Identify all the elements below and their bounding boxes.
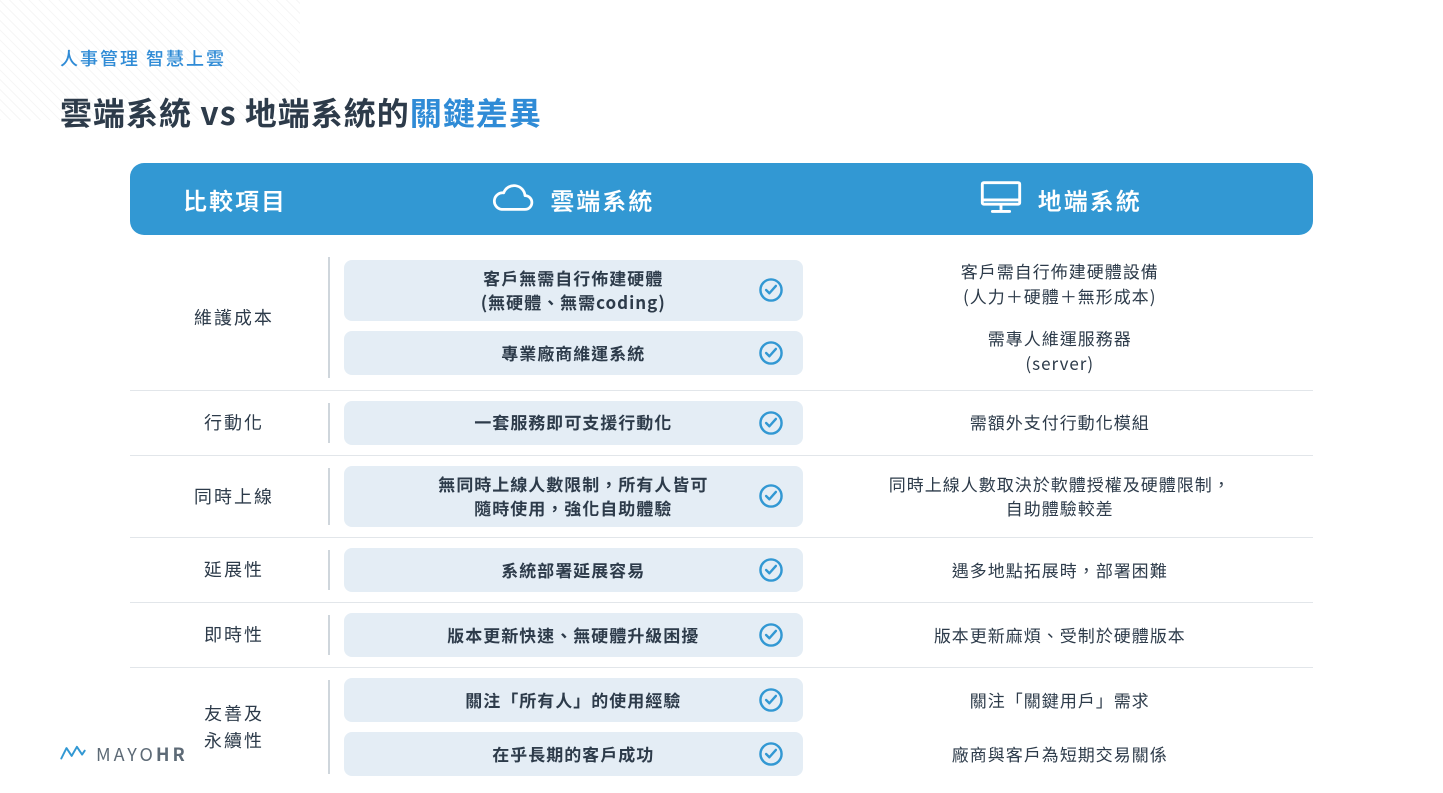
onprem-text: 需專人維運服務器 (server) [831, 322, 1290, 379]
cloud-pill-text: 一套服務即可支援行動化 [398, 410, 749, 435]
cloud-pill: 專業廠商維運系統 [344, 331, 803, 375]
cloud-pill-text: 專業廠商維運系統 [398, 341, 749, 366]
row-label: 延展性 [140, 550, 330, 590]
check-icon [749, 622, 793, 648]
slide: 人事管理 智慧上雲 雲端系統 vs 地端系統的關鍵差異 比較項目 雲端系統 地端… [0, 0, 1443, 786]
onprem-cells: 遇多地點拓展時，部署困難 [817, 544, 1304, 596]
cloud-pill: 客戶無需自行佈建硬體 (無硬體、無需coding) [344, 260, 803, 321]
row-label: 同時上線 [140, 468, 330, 525]
check-icon [749, 410, 793, 436]
onprem-cells: 關注「關鍵用戶」需求廠商與客戶為短期交易關係 [817, 674, 1304, 780]
monitor-icon [978, 177, 1024, 222]
onprem-cells: 客戶需自行佈建硬體設備 (人力＋硬體＋無形成本) 需專人維運服務器 (server… [817, 251, 1304, 384]
row-label: 即時性 [140, 615, 330, 655]
onprem-cells: 版本更新麻煩、受制於硬體版本 [817, 609, 1304, 661]
onprem-cells: 同時上線人數取決於軟體授權及硬體限制， 自助體驗較差 [817, 462, 1304, 531]
th-onprem-label: 地端系統 [1038, 182, 1142, 217]
onprem-text: 同時上線人數取決於軟體授權及硬體限制， 自助體驗較差 [831, 468, 1290, 525]
cloud-pill: 版本更新快速、無硬體升級困擾 [344, 613, 803, 657]
table-row: 延展性 系統部署延展容易 遇多地點拓展時，部署困難 [130, 537, 1313, 602]
check-icon [749, 277, 793, 303]
onprem-text: 需額外支付行動化模組 [831, 401, 1290, 445]
check-icon [749, 557, 793, 583]
table-row: 同時上線 無同時上線人數限制，所有人皆可 隨時使用，強化自助體驗 同時上線人數取決於… [130, 455, 1313, 537]
logo-text-part1: MAYO [96, 741, 156, 767]
logo-mark-icon [60, 741, 86, 767]
cloud-pill-text: 在乎長期的客戶成功 [398, 742, 749, 767]
th-onprem: 地端系統 [817, 177, 1304, 222]
check-icon [749, 687, 793, 713]
th-cloud: 雲端系統 [330, 175, 817, 224]
logo-text-part2: HR [156, 741, 188, 767]
th-compare: 比較項目 [140, 182, 330, 217]
slide-title: 雲端系統 vs 地端系統的關鍵差異 [60, 89, 1383, 135]
cloud-pill-text: 系統部署延展容易 [398, 558, 749, 583]
cloud-cells: 客戶無需自行佈建硬體 (無硬體、無需coding) 專業廠商維運系統 [330, 251, 817, 384]
cloud-icon [492, 175, 536, 224]
cloud-cells: 無同時上線人數限制，所有人皆可 隨時使用，強化自助體驗 [330, 462, 817, 531]
slide-eyebrow: 人事管理 智慧上雲 [60, 45, 1383, 71]
onprem-cells: 需額外支付行動化模組 [817, 397, 1304, 449]
table-row: 友善及 永續性關注「所有人」的使用經驗在乎長期的客戶成功關注「關鍵用戶」需求廠商… [130, 667, 1313, 786]
cloud-pill: 一套服務即可支援行動化 [344, 401, 803, 445]
logo-text: MAYOHR [96, 741, 188, 767]
cloud-pill: 系統部署延展容易 [344, 548, 803, 592]
table-row: 行動化 一套服務即可支援行動化 需額外支付行動化模組 [130, 390, 1313, 455]
cloud-pill-text: 關注「所有人」的使用經驗 [398, 688, 749, 713]
cloud-pill-text: 版本更新快速、無硬體升級困擾 [398, 623, 749, 648]
title-accent: 關鍵差異 [410, 89, 542, 135]
th-compare-label: 比較項目 [183, 182, 287, 217]
comparison-table: 比較項目 雲端系統 地端系統 維護成本客戶無需自行佈建硬體 (無硬體、無需cod… [130, 163, 1313, 786]
cloud-pill: 無同時上線人數限制，所有人皆可 隨時使用，強化自助體驗 [344, 466, 803, 527]
table-header: 比較項目 雲端系統 地端系統 [130, 163, 1313, 235]
cloud-pill: 關注「所有人」的使用經驗 [344, 678, 803, 722]
onprem-text: 客戶需自行佈建硬體設備 (人力＋硬體＋無形成本) [831, 255, 1290, 312]
table-row: 即時性 版本更新快速、無硬體升級困擾 版本更新麻煩、受制於硬體版本 [130, 602, 1313, 667]
onprem-text: 遇多地點拓展時，部署困難 [831, 548, 1290, 592]
table-body: 維護成本 客戶無需自行佈建硬體 (無硬體、無需coding) 專業廠商維運系統 客戶需… [130, 245, 1313, 786]
footer-logo: MAYOHR [60, 741, 188, 767]
cloud-pill: 在乎長期的客戶成功 [344, 732, 803, 776]
check-icon [749, 340, 793, 366]
cloud-cells: 系統部署延展容易 [330, 544, 817, 596]
onprem-text: 廠商與客戶為短期交易關係 [831, 732, 1290, 776]
onprem-text: 關注「關鍵用戶」需求 [831, 678, 1290, 722]
check-icon [749, 483, 793, 509]
table-row: 維護成本 客戶無需自行佈建硬體 (無硬體、無需coding) 專業廠商維運系統 客戶需… [130, 245, 1313, 390]
row-label: 行動化 [140, 403, 330, 443]
title-plain: 雲端系統 vs 地端系統的 [60, 89, 410, 135]
check-icon [749, 741, 793, 767]
cloud-cells: 一套服務即可支援行動化 [330, 397, 817, 449]
row-label: 維護成本 [140, 257, 330, 378]
cloud-pill-text: 無同時上線人數限制，所有人皆可 隨時使用，強化自助體驗 [398, 472, 749, 521]
th-cloud-label: 雲端系統 [550, 182, 654, 217]
cloud-pill-text: 客戶無需自行佈建硬體 (無硬體、無需coding) [398, 266, 749, 315]
onprem-text: 版本更新麻煩、受制於硬體版本 [831, 613, 1290, 657]
cloud-cells: 關注「所有人」的使用經驗在乎長期的客戶成功 [330, 674, 817, 780]
cloud-cells: 版本更新快速、無硬體升級困擾 [330, 609, 817, 661]
